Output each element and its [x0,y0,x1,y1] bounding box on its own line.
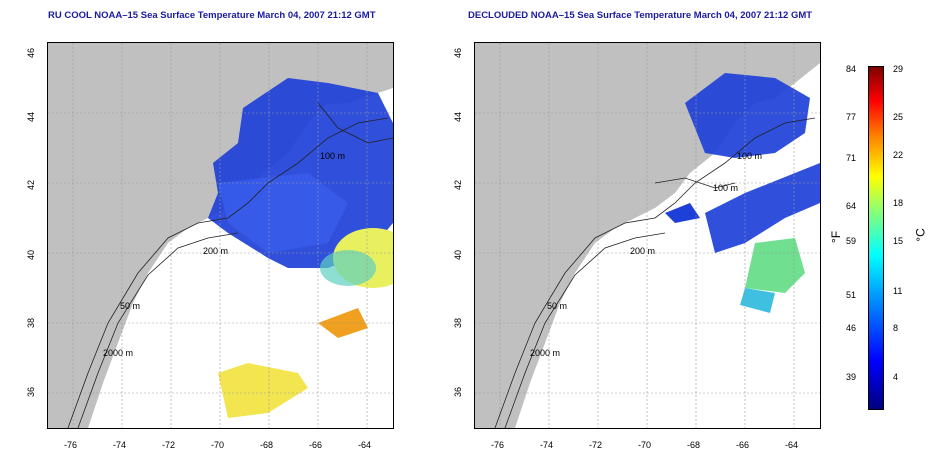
right-y-tick: 38 [453,317,464,329]
fahrenheit-unit-label: °F [829,230,844,244]
left-x-tick: -76 [64,440,78,450]
fahrenheit-tick: 77 [846,112,857,122]
left-y-tick: 38 [26,317,37,329]
contour-label: 100 m [713,183,739,193]
cold-water-region [685,73,810,158]
land-mass [48,43,393,428]
right-y-tick: 42 [453,179,464,191]
grid-lines [48,43,393,428]
right-y-tick: 46 [453,47,464,59]
right-x-tick: -68 [687,440,701,450]
right-x-tick: -76 [491,440,505,450]
right-x-tick: -74 [540,440,554,450]
left-y-tick: 36 [26,386,37,398]
fahrenheit-tick: 46 [846,323,857,333]
celsius-tick: 4 [893,372,899,382]
temperature-colorbar [868,66,884,410]
right-map-title: DECLOUDED NOAA–15 Sea Surface Temperatur… [468,10,813,21]
contour-line [494,117,816,428]
gulf-stream-south [218,363,308,418]
contour-line [77,232,239,428]
left-x-tick: -68 [260,440,274,450]
contour-label: 2000 m [530,348,561,358]
right-x-tick: -70 [638,440,652,450]
left-x-tick: -66 [309,440,323,450]
contour-label: 2000 m [103,348,134,358]
celsius-tick: 22 [893,150,904,160]
right-x-tick: -66 [736,440,750,450]
contour-line [504,232,666,428]
right-x-tick: -64 [785,440,799,450]
left-x-tick: -74 [113,440,127,450]
celsius-tick: 18 [893,198,904,208]
warm-eddy-edge [320,250,376,286]
celsius-tick: 11 [893,286,903,296]
cold-water-cloudy [218,173,348,253]
contour-label: 100 m [737,151,763,161]
left-x-tick: -70 [211,440,225,450]
left-map-title: RU COOL NOAA–15 Sea Surface Temperature … [48,10,376,21]
land-mass [475,43,820,428]
celsius-tick: 8 [893,323,899,333]
left-y-tick: 42 [26,179,37,191]
fahrenheit-tick: 51 [846,290,857,300]
right-x-tick: -72 [589,440,603,450]
contour-line [67,117,389,428]
left-y-tick: 44 [26,111,37,123]
right-map-panel: 100 m 100 m 200 m 50 m 2000 m [474,42,821,429]
fahrenheit-tick: 59 [846,236,857,246]
left-y-tick: 40 [26,249,37,261]
right-y-tick: 40 [453,249,464,261]
left-map-canvas [48,43,393,428]
celsius-tick: 25 [893,112,904,122]
gulf-stream-patch [318,308,368,338]
grid-lines [475,43,820,428]
right-y-tick: 44 [453,111,464,123]
celsius-unit-label: °C [913,228,928,242]
contour-label: 200 m [203,246,229,256]
cold-water-region [665,203,700,223]
celsius-tick: 29 [893,64,904,74]
fahrenheit-tick: 71 [846,153,857,163]
contour-label: 50 m [547,301,568,311]
contour-line [654,177,736,189]
contour-label: 50 m [120,301,141,311]
right-y-tick: 36 [453,386,464,398]
warm-water-patch [745,238,805,293]
left-map-panel: 100 m 200 m 50 m 2000 m [47,42,394,429]
left-x-tick: -64 [358,440,372,450]
contour-label: 200 m [630,246,656,256]
fahrenheit-tick: 84 [846,64,857,74]
fahrenheit-tick: 64 [846,201,857,211]
right-map-canvas [475,43,820,428]
left-x-tick: -72 [162,440,176,450]
cold-water-region [705,163,820,253]
contour-line [317,102,393,144]
contour-label: 100 m [320,151,346,161]
fahrenheit-tick: 39 [846,372,857,382]
warm-water-patch [740,288,775,313]
celsius-tick: 15 [893,236,904,246]
left-y-tick: 46 [26,47,37,59]
